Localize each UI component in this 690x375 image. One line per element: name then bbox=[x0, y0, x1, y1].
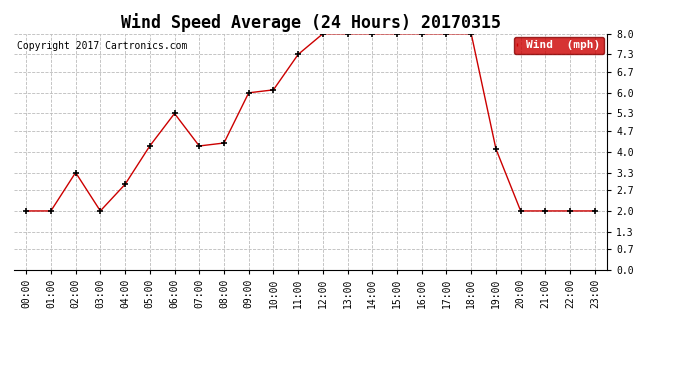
Legend: Wind  (mph): Wind (mph) bbox=[514, 37, 604, 54]
Text: Copyright 2017 Cartronics.com: Copyright 2017 Cartronics.com bbox=[17, 41, 187, 51]
Title: Wind Speed Average (24 Hours) 20170315: Wind Speed Average (24 Hours) 20170315 bbox=[121, 13, 500, 32]
